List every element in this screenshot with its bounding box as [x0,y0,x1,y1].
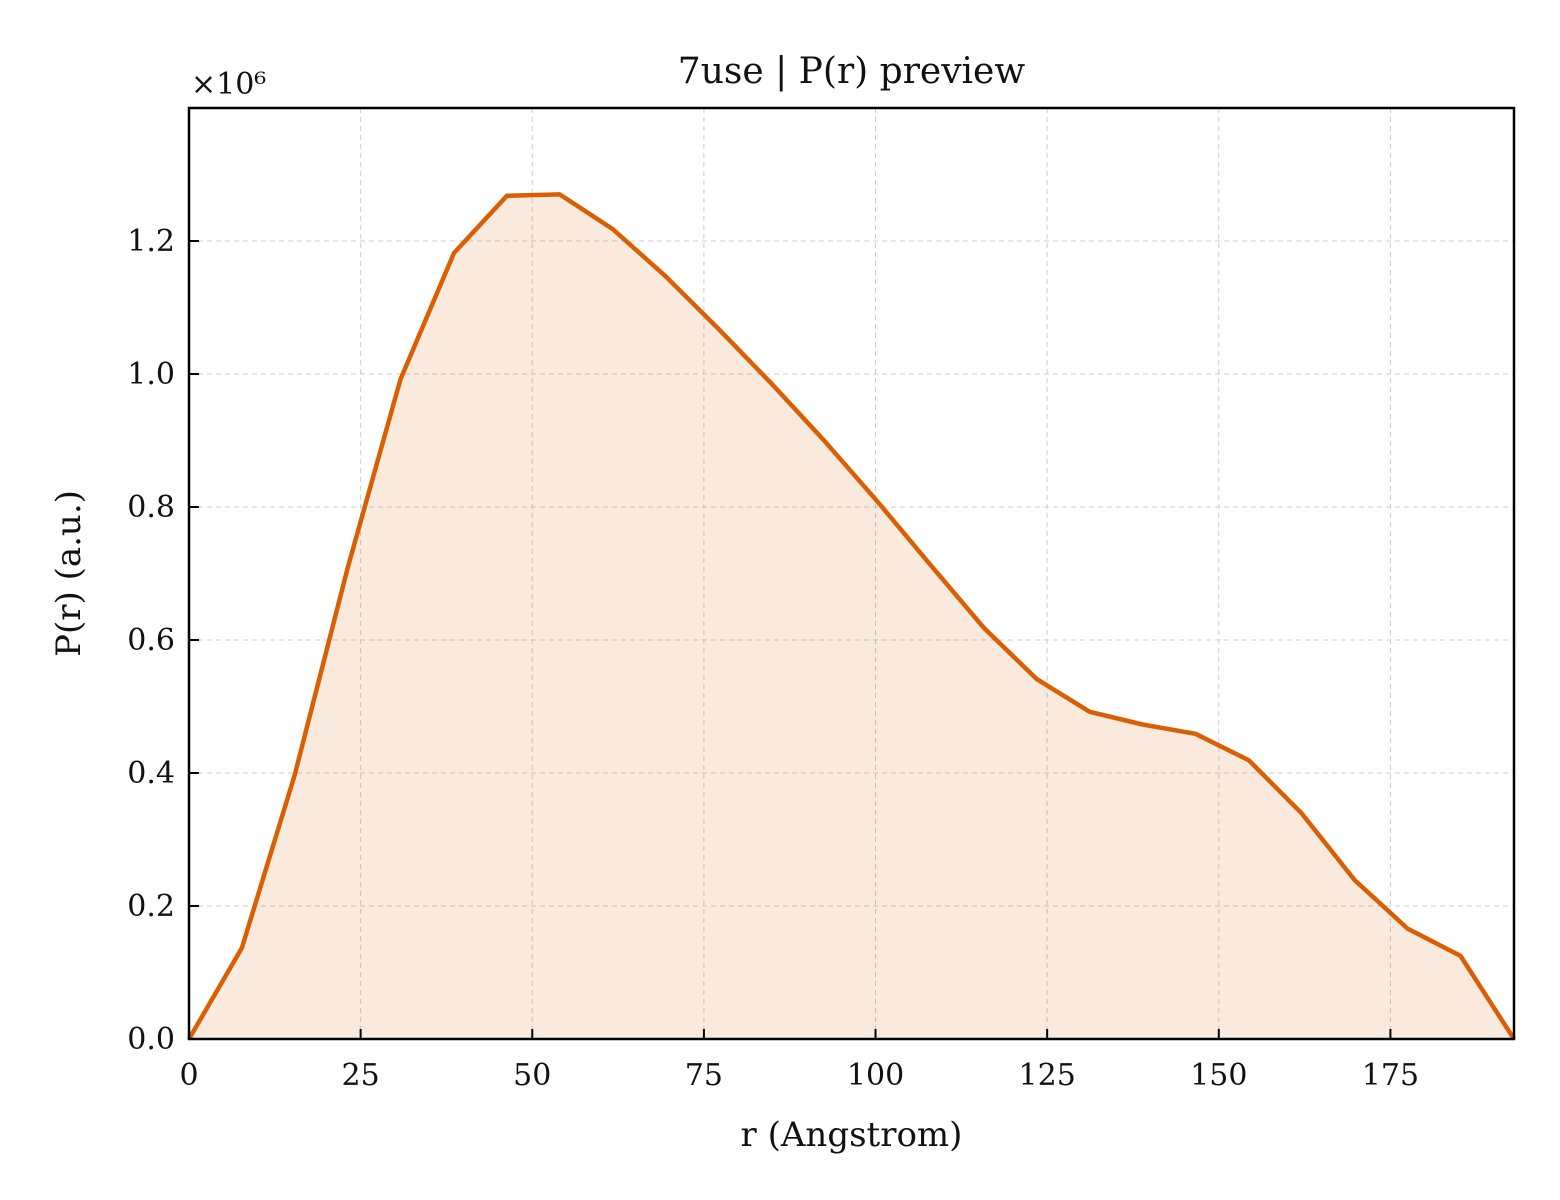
plot-frame [187,106,1516,1041]
ticks: 0 25 50 75 100 125 150 175 0.0 0.2 0.4 0.6 0.8 1.0 1.2 [127,224,1419,1093]
y-offset-label: ×10⁶ [191,67,266,102]
x-axis-label: r (Angstrom) [741,1115,963,1155]
x-tick-label: 150 [1190,1058,1247,1093]
grid [188,108,1514,1039]
x-tick-label: 50 [513,1058,551,1093]
y-tick-label: 1.0 [127,357,175,392]
y-tick-label: 0.0 [127,1022,175,1057]
y-axis-label: P(r) (a.u.) [49,490,89,657]
x-tick-label: 0 [179,1058,198,1093]
series-area-fill [189,194,1514,1039]
series-group [187,192,1516,1041]
y-tick-label: 0.4 [127,756,175,791]
chart-title: 7use | P(r) preview [678,51,1026,92]
x-tick-label: 75 [685,1058,723,1093]
x-tick-label: 25 [342,1058,380,1093]
x-tick-label: 100 [847,1058,904,1093]
y-tick-label: 1.2 [127,224,175,259]
x-tick-label: 125 [1019,1058,1076,1093]
x-tick-label: 175 [1362,1058,1419,1093]
y-tick-label: 0.6 [127,623,175,658]
series-line [187,192,1516,1041]
y-tick-label: 0.2 [127,889,175,924]
y-tick-label: 0.8 [127,490,175,525]
